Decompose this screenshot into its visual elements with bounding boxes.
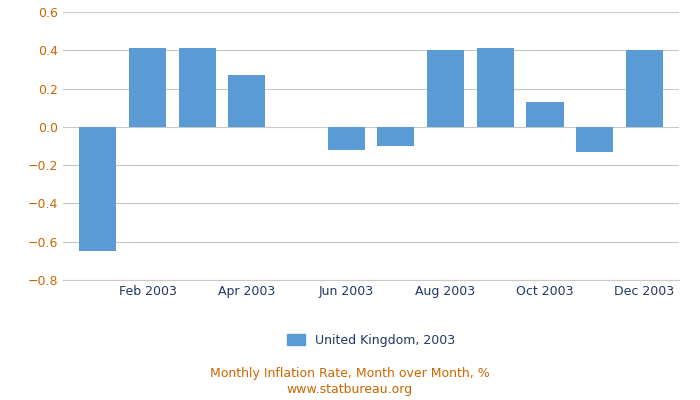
Bar (626, 50, 663, 127)
Bar (328, 127, 365, 150)
Bar (178, 48, 216, 127)
Bar (477, 48, 514, 127)
Bar (526, 102, 564, 127)
Bar (576, 127, 613, 152)
Bar (79, 127, 116, 251)
Legend: United Kingdom, 2003: United Kingdom, 2003 (281, 329, 461, 352)
Bar (427, 50, 464, 127)
Bar (129, 48, 166, 127)
Text: Monthly Inflation Rate, Month over Month, %: Monthly Inflation Rate, Month over Month… (210, 368, 490, 380)
Bar (228, 75, 265, 127)
Bar (377, 127, 414, 146)
Text: www.statbureau.org: www.statbureau.org (287, 384, 413, 396)
